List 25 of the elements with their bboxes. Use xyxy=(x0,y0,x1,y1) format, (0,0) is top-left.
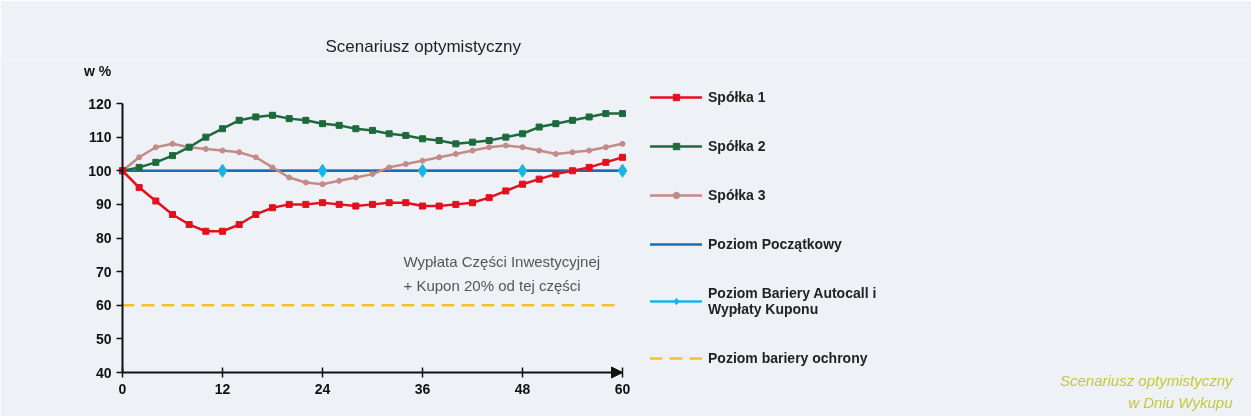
y-tick-label: 110 xyxy=(88,129,112,146)
legend-label: Poziom Początkowy xyxy=(708,236,842,252)
y-tick-label: 70 xyxy=(95,263,112,280)
legend-label: Spółka 3 xyxy=(708,187,766,203)
x-tick-label: 0 xyxy=(118,380,127,397)
x-tick-label: 48 xyxy=(514,380,531,397)
x-tick-label: 36 xyxy=(414,380,431,397)
annotation: Wypłata Części Inwestycyjnej + Kupon 20% od tej części xyxy=(403,253,601,294)
legend-label: Spółka 2 xyxy=(708,138,766,154)
chart-title: Scenariusz optymistyczny xyxy=(325,36,522,56)
y-axis-title: w % xyxy=(82,62,112,79)
y-tick-label: 40 xyxy=(95,364,112,381)
y-tick-label: 120 xyxy=(88,95,112,112)
y-tick-label: 100 xyxy=(88,162,112,179)
text: Scenariusz optymistyczny w Dniu Wykupu xyxy=(1059,372,1234,411)
x-tick-label: 60 xyxy=(614,380,631,397)
y-tick-label: 90 xyxy=(95,196,112,213)
y-tick-label: 60 xyxy=(95,297,112,314)
legend-label: Spółka 1 xyxy=(708,89,766,105)
legend-label: Poziom Bariery Autocall i Wypłaty Kuponu xyxy=(708,285,877,317)
legend-label: Poziom bariery ochrony xyxy=(708,350,868,366)
x-tick-label: 24 xyxy=(314,380,331,397)
y-tick-label: 80 xyxy=(95,230,112,246)
y-tick-label: 50 xyxy=(95,330,112,347)
x-tick-label: 12 xyxy=(214,380,231,397)
